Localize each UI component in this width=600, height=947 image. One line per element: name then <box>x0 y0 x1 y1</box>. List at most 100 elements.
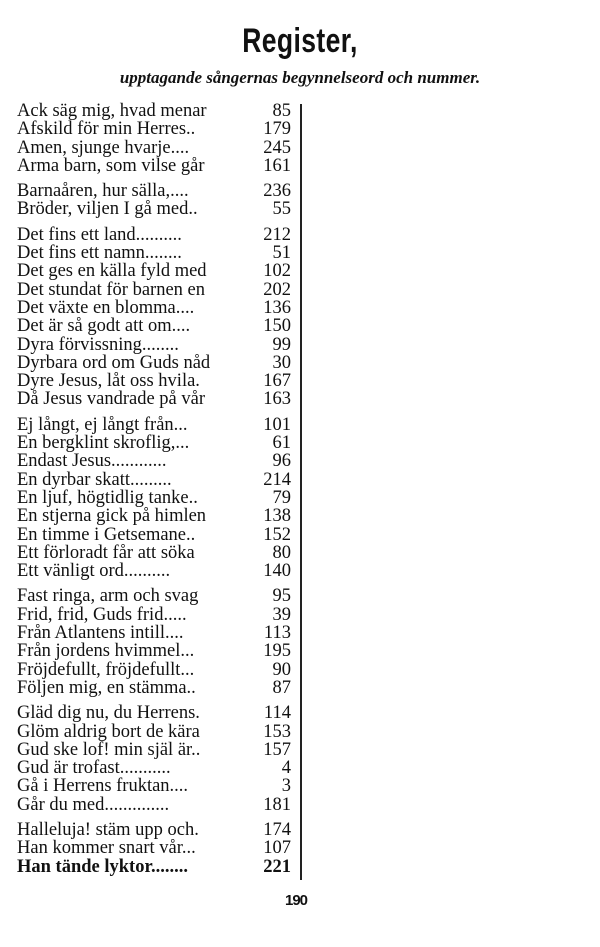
entry-number: 161 <box>263 155 291 176</box>
page-title: Register, <box>242 22 358 60</box>
index-group: Gläd dig nu, du Herrens. 114 Glöm aldrig b… <box>17 704 297 814</box>
entry-number: 157 <box>263 739 291 760</box>
index-group: Ack säg mig, hvad menar 85 Afskild för min… <box>17 101 297 176</box>
entry-number: 163 <box>263 389 291 410</box>
entry-number: 99 <box>272 334 292 355</box>
page-number: 190 <box>285 892 308 909</box>
entry-number: 152 <box>263 524 291 545</box>
entry-title: Går du med.............. <box>17 795 170 814</box>
entry-number: 167 <box>263 371 291 392</box>
entry-number: 179 <box>263 119 291 140</box>
entry-title: Från jordens hvimmel... <box>17 642 195 661</box>
index-entry: Dyra förvissning........ 99 <box>17 334 297 355</box>
entry-title: Dyrbara ord om Guds nåd <box>17 353 211 373</box>
index-entry: Han kommer snart vår... 107 <box>17 838 297 859</box>
entry-title: En dyrbar skatt......... <box>17 470 172 489</box>
entry-number: 79 <box>272 487 292 508</box>
index-entry: Det fins ett land.......... 212 <box>17 224 297 245</box>
index-entry: Följen mig, en stämma.. 87 <box>17 677 297 698</box>
entry-title: En ljuf, högtidlig tanke.. <box>17 488 198 508</box>
entry-title: Gläd dig nu, du Herrens. <box>17 704 200 723</box>
page-subtitle: upptagande sångernas begynnelseord och n… <box>119 68 481 87</box>
entry-number: 212 <box>263 224 291 245</box>
index-entry: Ack säg mig, hvad menar 85 <box>17 101 297 121</box>
entry-title: Det växte en blomma.... <box>17 298 195 318</box>
entry-number: 39 <box>272 604 292 625</box>
entry-title: Fröjdefullt, fröjdefullt... <box>17 660 195 679</box>
entry-title: Han tände lyktor........ <box>17 857 188 876</box>
entry-title: Glöm aldrig bort de kära <box>17 722 200 741</box>
entry-title: Gud ske lof! min själ är.. <box>17 740 201 760</box>
entry-title: Han kommer snart vår... <box>17 839 196 858</box>
entry-title: Det ges en källa fyld med <box>17 262 207 281</box>
entry-number: 61 <box>272 433 292 454</box>
entry-title: Ej långt, ej långt från... <box>17 415 188 435</box>
index-entry: Det fins ett namn........ 51 <box>17 243 297 264</box>
entry-title: Amen, sjunge hvarje.... <box>17 138 190 157</box>
entry-number: 30 <box>272 352 292 373</box>
entry-number: 150 <box>263 316 291 337</box>
entry-number: 107 <box>263 838 291 859</box>
index-entry: Endast Jesus............ 96 <box>17 452 297 471</box>
index-entry: En dyrbar skatt......... 214 <box>17 469 297 490</box>
entry-number: 214 <box>263 469 291 490</box>
entry-title: Det fins ett namn........ <box>17 244 182 263</box>
entry-title: Bröder, viljen I gå med.. <box>17 200 198 219</box>
entry-title: En stjerna gick på himlen <box>17 507 207 526</box>
entry-number: 4 <box>281 758 291 779</box>
index-entry: Gå i Herrens fruktan.... 3 <box>17 776 297 797</box>
index-group: Fast ringa, arm och svag 95 Frid, frid, Gu… <box>17 587 297 697</box>
index-entry: Det stundat för barnen en 202 <box>17 279 297 300</box>
entry-number: 95 <box>272 586 292 607</box>
entry-number: 153 <box>263 721 291 742</box>
entry-title: Följen mig, en stämma.. <box>17 678 196 698</box>
index-entry: Glöm aldrig bort de kära 153 <box>17 721 297 742</box>
entry-number: 195 <box>263 641 291 662</box>
entry-title: Ett förloradt får att söka <box>17 543 195 563</box>
entry-title: Afskild för min Herres.. <box>17 120 196 139</box>
entry-number: 3 <box>281 776 291 797</box>
index-entry: Det ges en källa fyld med 102 <box>17 262 297 281</box>
entry-title: Frid, frid, Guds frid..... <box>17 605 187 625</box>
column-divider <box>300 104 302 880</box>
index-entry: Bröder, viljen I gå med.. 55 <box>17 200 297 219</box>
entry-number: 51 <box>272 243 292 264</box>
index-list: Ack säg mig, hvad menar 85 Afskild för min… <box>17 102 297 883</box>
index-entry: Gud ske lof! min själ är.. 157 <box>17 739 297 760</box>
entry-title: Det är så godt att om.... <box>17 317 191 336</box>
entry-title: En bergklint skroflig,... <box>17 434 190 453</box>
entry-number: 80 <box>272 542 292 563</box>
index-entry: Afskild för min Herres.. 179 <box>17 119 297 140</box>
entry-number: 136 <box>263 297 291 318</box>
entry-title: Arma barn, som vilse går <box>17 156 205 176</box>
entry-number: 85 <box>272 101 292 121</box>
entry-title: Dyra förvissning........ <box>17 335 179 354</box>
index-entry: Ett vänligt ord.......... 140 <box>17 562 297 581</box>
entry-number: 114 <box>263 703 291 724</box>
index-entry: Det är så godt att om.... 150 <box>17 316 297 337</box>
entry-number: 138 <box>263 506 291 527</box>
index-entry: Går du med.............. 181 <box>17 795 297 814</box>
index-entry: Gläd dig nu, du Herrens. 114 <box>17 703 297 724</box>
entry-number: 174 <box>263 819 291 840</box>
entry-number: 236 <box>263 181 291 202</box>
entry-title: Då Jesus vandrade på vår <box>17 390 206 409</box>
index-entry: Amen, sjunge hvarje.... 245 <box>17 137 297 158</box>
entry-number: 245 <box>263 137 291 158</box>
entry-number: 113 <box>263 623 291 644</box>
index-entry: Gud är trofast........... 4 <box>17 758 297 779</box>
index-entry: En ljuf, högtidlig tanke.. 79 <box>17 487 297 508</box>
entry-title: Fast ringa, arm och svag <box>17 587 199 606</box>
entry-number: 101 <box>263 414 291 435</box>
index-entry: Dyrbara ord om Guds nåd 30 <box>17 352 297 373</box>
entry-number: 221 <box>263 856 291 877</box>
entry-number: 87 <box>272 677 292 698</box>
entry-number: 202 <box>263 279 291 300</box>
index-entry: En timme i Getsemane.. 152 <box>17 524 297 545</box>
index-entry: Barnaåren, hur sälla,.... 236 <box>17 181 297 202</box>
index-entry: Dyre Jesus, låt oss hvila. 167 <box>17 371 297 392</box>
index-entry: Fast ringa, arm och svag 95 <box>17 586 297 607</box>
entry-title: Gud är trofast........... <box>17 759 171 778</box>
index-entry: Då Jesus vandrade på vår 163 <box>17 389 297 410</box>
index-group: Ej långt, ej långt från... 101 En bergklin… <box>17 414 297 581</box>
